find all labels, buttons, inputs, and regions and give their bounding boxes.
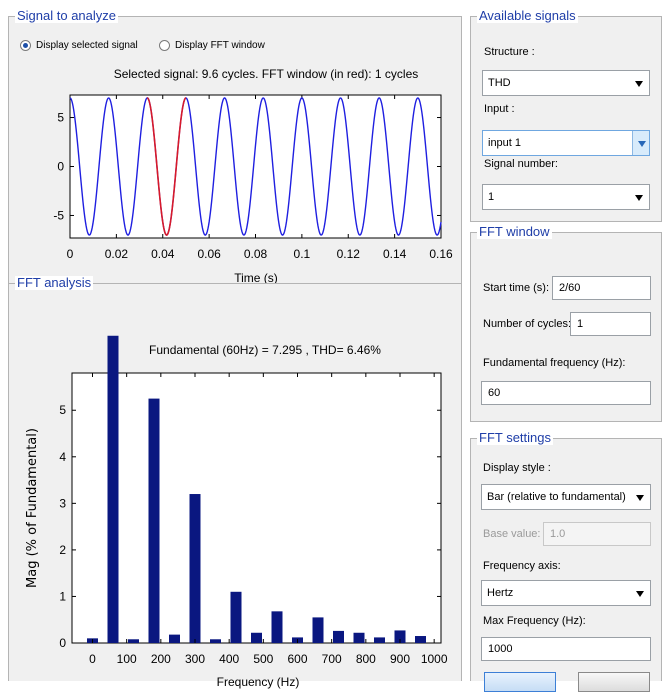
chevron-down-icon	[635, 81, 643, 87]
signal-y-tick-label: 5	[57, 111, 64, 125]
fft-bar	[107, 335, 119, 643]
fft-x-tick-label: 100	[117, 652, 137, 666]
close-button[interactable]	[578, 672, 650, 692]
fft-plot-area	[71, 372, 442, 644]
fft-x-tick-label: 300	[185, 652, 205, 666]
signal-x-tick-label: 0	[67, 247, 74, 261]
fft-y-tick-label: 2	[59, 543, 66, 557]
fft-y-axis-label: Mag (% of Fundamental)	[25, 428, 40, 588]
fft-bar	[415, 636, 426, 643]
frequency-axis-value: Hertz	[487, 587, 514, 599]
fft-y-tick-label: 5	[59, 403, 66, 417]
fft-x-tick-label: 400	[219, 652, 239, 666]
fft-x-tick-label: 0	[89, 652, 96, 666]
signal-panel-title: Signal to analyze	[15, 8, 119, 23]
fft-bar	[230, 591, 242, 643]
signal-number-dropdown[interactable]: 1	[482, 184, 650, 210]
signal-chart-title: Selected signal: 9.6 cycles. FFT window …	[114, 67, 419, 81]
fft-bar	[128, 639, 139, 643]
fft-bar	[312, 617, 324, 643]
signal-x-tick-label: 0.16	[429, 247, 453, 261]
display-style-value: Bar (relative to fundamental)	[487, 491, 626, 503]
signal-y-tick-label: -5	[53, 208, 64, 222]
fft-x-tick-label: 1000	[421, 652, 448, 666]
display-selected-signal-label: Display selected signal	[36, 40, 138, 51]
structure-dropdown[interactable]: THD	[482, 70, 650, 96]
max-frequency-label: Max Frequency (Hz):	[483, 615, 586, 627]
fft-bar	[189, 494, 201, 643]
chevron-down-icon	[638, 141, 646, 147]
signal-y-tick-label: 0	[57, 160, 64, 174]
fft-bar	[333, 630, 344, 643]
fft-bar	[169, 634, 180, 643]
signal-number-label: Signal number:	[484, 158, 558, 170]
fft-panel-title: FFT analysis	[15, 275, 94, 290]
display-button[interactable]	[484, 672, 556, 692]
fft-x-tick-label: 600	[287, 652, 307, 666]
structure-label: Structure :	[484, 46, 535, 58]
display-selected-signal-radio[interactable]: Display selected signal	[20, 40, 138, 51]
fft-bar	[148, 398, 160, 643]
input-dropdown-arrow[interactable]	[632, 131, 649, 155]
signal-x-tick-label: 0.1	[294, 247, 311, 261]
fft-x-tick-label: 900	[390, 652, 410, 666]
fft-chart-title: Fundamental (60Hz) = 7.295 , THD= 6.46%	[149, 343, 381, 357]
fft-bar	[210, 639, 221, 643]
fft-x-tick-label: 700	[322, 652, 342, 666]
display-style-label: Display style :	[483, 462, 551, 474]
fft-y-tick-label: 3	[59, 496, 66, 510]
structure-value: THD	[488, 77, 511, 89]
number-of-cycles-field[interactable]: 1	[570, 312, 651, 336]
fft-x-axis-label: Frequency (Hz)	[217, 675, 300, 689]
signal-x-tick-label: 0.02	[105, 247, 129, 261]
radio-on-icon	[20, 40, 31, 51]
display-style-dropdown[interactable]: Bar (relative to fundamental)	[481, 484, 651, 510]
available-signals-title: Available signals	[477, 8, 578, 23]
fundamental-frequency-label: Fundamental frequency (Hz):	[483, 357, 626, 369]
fft-window-series-line	[147, 97, 187, 236]
fft-y-tick-label: 1	[59, 589, 66, 603]
start-time-field[interactable]: 2/60	[552, 276, 651, 300]
fft-x-tick-label: 500	[253, 652, 273, 666]
display-fft-window-radio[interactable]: Display FFT window	[159, 40, 265, 51]
signal-x-tick-label: 0.08	[244, 247, 268, 261]
max-frequency-field[interactable]: 1000	[481, 637, 651, 661]
fft-x-tick-label: 200	[151, 652, 171, 666]
frequency-axis-dropdown[interactable]: Hertz	[481, 580, 651, 606]
signal-plot-area	[69, 94, 442, 239]
start-time-label: Start time (s):	[483, 282, 550, 294]
fft-bar	[271, 611, 283, 643]
fft-settings-title: FFT settings	[477, 430, 554, 445]
fft-bar	[374, 637, 385, 643]
chevron-down-icon	[635, 195, 643, 201]
chevron-down-icon	[636, 495, 644, 501]
input-label: Input :	[484, 103, 515, 115]
number-of-cycles-label: Number of cycles:	[483, 318, 572, 330]
fft-bar	[251, 632, 262, 643]
signal-x-tick-label: 0.04	[151, 247, 175, 261]
fft-y-tick-label: 4	[59, 450, 66, 464]
radio-off-icon	[159, 40, 170, 51]
base-value-field: 1.0	[543, 522, 651, 546]
input-value: input 1	[488, 137, 522, 149]
fft-y-tick-label: 0	[59, 636, 66, 650]
display-fft-window-label: Display FFT window	[175, 40, 265, 51]
signal-x-axis-label: Time (s)	[234, 271, 278, 285]
input-dropdown[interactable]: input 1	[482, 130, 650, 156]
fft-x-tick-label: 800	[356, 652, 376, 666]
fft-bar	[394, 630, 406, 643]
signal-x-tick-label: 0.06	[197, 247, 221, 261]
chevron-down-icon	[636, 591, 644, 597]
signal-x-tick-label: 0.14	[383, 247, 407, 261]
fft-bar	[353, 632, 365, 643]
signal-x-tick-label: 0.12	[337, 247, 361, 261]
signal-chart: Selected signal: 9.6 cycles. FFT window …	[53, 67, 453, 285]
frequency-axis-label: Frequency axis:	[483, 560, 561, 572]
fundamental-frequency-field[interactable]: 60	[481, 381, 651, 405]
signal-series-line	[69, 97, 442, 236]
fft-window-title: FFT window	[477, 224, 552, 239]
base-value-label: Base value:	[483, 528, 541, 540]
signal-number-value: 1	[488, 191, 495, 203]
